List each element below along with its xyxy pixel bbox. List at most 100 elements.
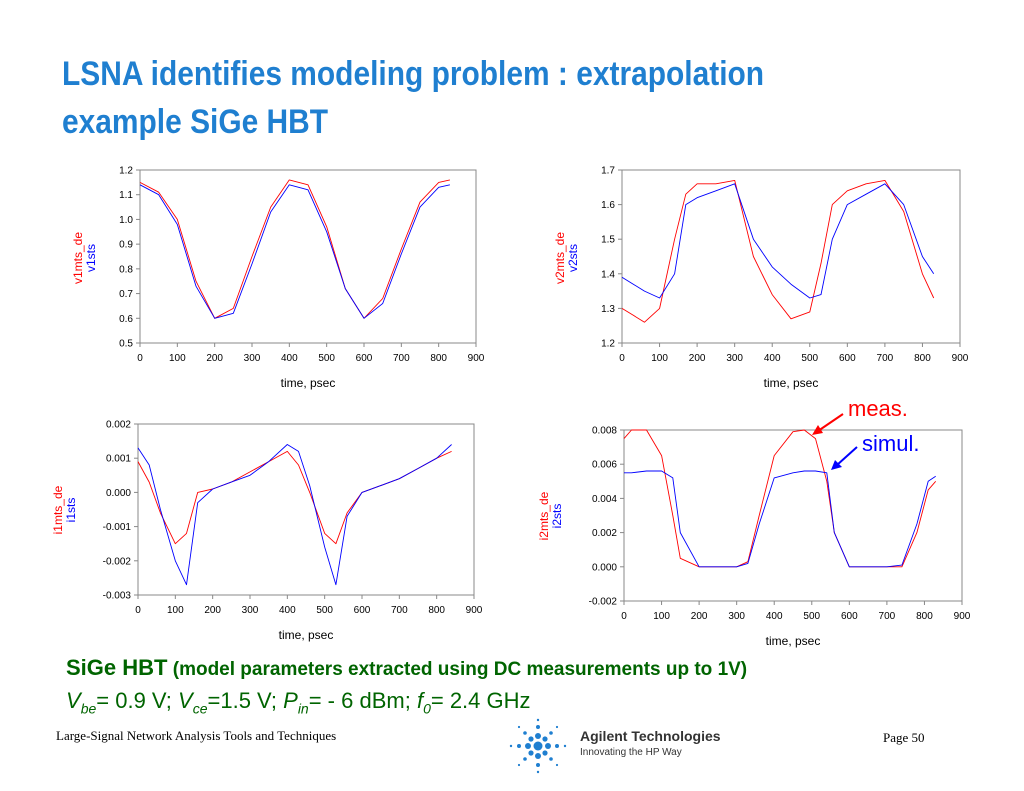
y-tick-label: 0.8 bbox=[119, 264, 133, 275]
y-tick-label: 1.3 bbox=[601, 304, 615, 315]
f0-subscript: 0 bbox=[423, 700, 431, 717]
y-tick-label: 1.5 bbox=[601, 235, 615, 246]
y-tick-label: 0.000 bbox=[592, 562, 617, 573]
x-tick-label: 800 bbox=[430, 353, 447, 364]
series-line-i1sts bbox=[137, 444, 452, 586]
pin-subscript: in bbox=[297, 700, 309, 717]
y-tick-label: 0.7 bbox=[119, 289, 133, 300]
x-tick-label: 900 bbox=[468, 353, 485, 364]
footer-course-title: Large-Signal Network Analysis Tools and … bbox=[56, 728, 337, 743]
x-tick-label: 400 bbox=[764, 353, 781, 364]
y-tick-label: 0.002 bbox=[592, 528, 617, 539]
y-tick-label: -0.002 bbox=[103, 556, 132, 567]
x-tick-label: 800 bbox=[428, 605, 445, 616]
x-tick-label: 100 bbox=[169, 353, 186, 364]
x-axis-label: time, psec bbox=[279, 628, 334, 642]
series-line-v2mts_de bbox=[621, 179, 935, 323]
x-tick-label: 100 bbox=[167, 605, 184, 616]
y-axis-label-simulated: v2sts bbox=[566, 244, 580, 272]
x-tick-label: 300 bbox=[726, 353, 743, 364]
x-tick-label: 700 bbox=[393, 353, 410, 364]
x-tick-label: 300 bbox=[728, 611, 745, 622]
x-tick-label: 400 bbox=[766, 611, 783, 622]
y-tick-label: 0.004 bbox=[592, 494, 617, 505]
y-tick-label: 0.001 bbox=[106, 454, 131, 465]
spark-icon bbox=[509, 718, 567, 774]
x-tick-label: 500 bbox=[801, 353, 818, 364]
logo-tagline: Innovating the HP Way bbox=[580, 747, 682, 758]
series-line-i2mts_de bbox=[623, 429, 937, 568]
simul-annotation: simul. bbox=[862, 431, 919, 456]
x-tick-label: 500 bbox=[316, 605, 333, 616]
x-tick-label: 800 bbox=[914, 353, 931, 364]
vce-subscript: ce bbox=[192, 700, 208, 717]
x-tick-label: 400 bbox=[279, 605, 296, 616]
y-tick-label: 1.2 bbox=[601, 339, 615, 350]
simul-arrowhead bbox=[831, 460, 842, 470]
simul-arrow bbox=[836, 446, 858, 466]
x-axis-label: time, psec bbox=[766, 634, 821, 648]
params-note: (model parameters extracted using DC mea… bbox=[167, 659, 748, 680]
x-tick-label: 900 bbox=[952, 353, 969, 364]
logo-company-name: Agilent Technologies bbox=[580, 728, 721, 744]
vce-value: =1.5 V; bbox=[207, 688, 284, 713]
vbe-value: = 0.9 V; bbox=[96, 688, 179, 713]
y-tick-label: -0.001 bbox=[103, 522, 132, 533]
y-tick-label: 0.5 bbox=[119, 339, 133, 350]
meas-arrow bbox=[817, 413, 844, 432]
plot-frame bbox=[623, 429, 963, 602]
meas-arrowhead bbox=[812, 425, 823, 435]
y-axis-label-measured: i2mts_de bbox=[537, 491, 551, 540]
x-tick-label: 700 bbox=[877, 353, 894, 364]
x-tick-label: 600 bbox=[356, 353, 373, 364]
y-tick-label: 1.6 bbox=[601, 200, 615, 211]
y-axis-label-measured: v2mts_de bbox=[553, 232, 567, 284]
x-tick-label: 700 bbox=[879, 611, 896, 622]
x-tick-label: 300 bbox=[244, 353, 261, 364]
x-tick-label: 900 bbox=[954, 611, 971, 622]
y-tick-label: 1.0 bbox=[119, 215, 133, 226]
x-tick-label: 200 bbox=[206, 353, 223, 364]
y-axis-label-measured: i1mts_de bbox=[51, 485, 65, 534]
y-tick-label: 0.006 bbox=[592, 460, 617, 471]
y-tick-label: 1.7 bbox=[601, 166, 615, 177]
f0-value: = 2.4 GHz bbox=[430, 688, 531, 713]
y-tick-label: 0.000 bbox=[106, 488, 131, 499]
x-tick-label: 200 bbox=[204, 605, 221, 616]
x-tick-label: 700 bbox=[391, 605, 408, 616]
x-tick-label: 400 bbox=[281, 353, 298, 364]
x-tick-label: 600 bbox=[354, 605, 371, 616]
f0-symbol: f bbox=[416, 688, 424, 713]
pin-symbol: P bbox=[283, 688, 298, 713]
y-tick-label: 0.6 bbox=[119, 314, 133, 325]
x-tick-label: 900 bbox=[466, 605, 483, 616]
y-axis-label-simulated: i1sts bbox=[64, 498, 78, 523]
x-tick-label: 600 bbox=[841, 611, 858, 622]
plot-frame bbox=[139, 169, 477, 344]
x-tick-label: 800 bbox=[916, 611, 933, 622]
x-axis-label: time, psec bbox=[764, 376, 819, 390]
y-tick-label: -0.002 bbox=[589, 597, 618, 608]
y-tick-label: 1.1 bbox=[119, 190, 133, 201]
series-line-v1sts bbox=[139, 184, 450, 319]
x-tick-label: 100 bbox=[651, 353, 668, 364]
x-axis-label: time, psec bbox=[281, 376, 336, 390]
vce-symbol: V bbox=[178, 688, 193, 713]
x-tick-label: 200 bbox=[689, 353, 706, 364]
y-tick-label: -0.003 bbox=[103, 591, 132, 602]
device-name: SiGe HBT bbox=[66, 655, 168, 680]
y-axis-label-measured: v1mts_de bbox=[71, 232, 85, 284]
vbe-subscript: be bbox=[80, 700, 97, 717]
slide-title: LSNA identifies modeling problem : extra… bbox=[62, 55, 765, 141]
x-tick-label: 300 bbox=[242, 605, 259, 616]
bias-conditions: Vbe= 0.9 V; Vce=1.5 V; Pin= - 6 dBm; f0=… bbox=[66, 688, 531, 716]
plot-frame bbox=[621, 169, 961, 344]
agilent-logo: Agilent Technologies Innovating the HP W… bbox=[506, 716, 756, 776]
x-tick-label: 500 bbox=[803, 611, 820, 622]
x-tick-label: 0 bbox=[137, 353, 143, 364]
y-axis-label-simulated: v1sts bbox=[84, 244, 98, 272]
y-tick-label: 0.9 bbox=[119, 240, 133, 251]
page-number: Page 50 bbox=[883, 730, 925, 745]
x-tick-label: 0 bbox=[621, 611, 627, 622]
x-tick-label: 100 bbox=[653, 611, 670, 622]
